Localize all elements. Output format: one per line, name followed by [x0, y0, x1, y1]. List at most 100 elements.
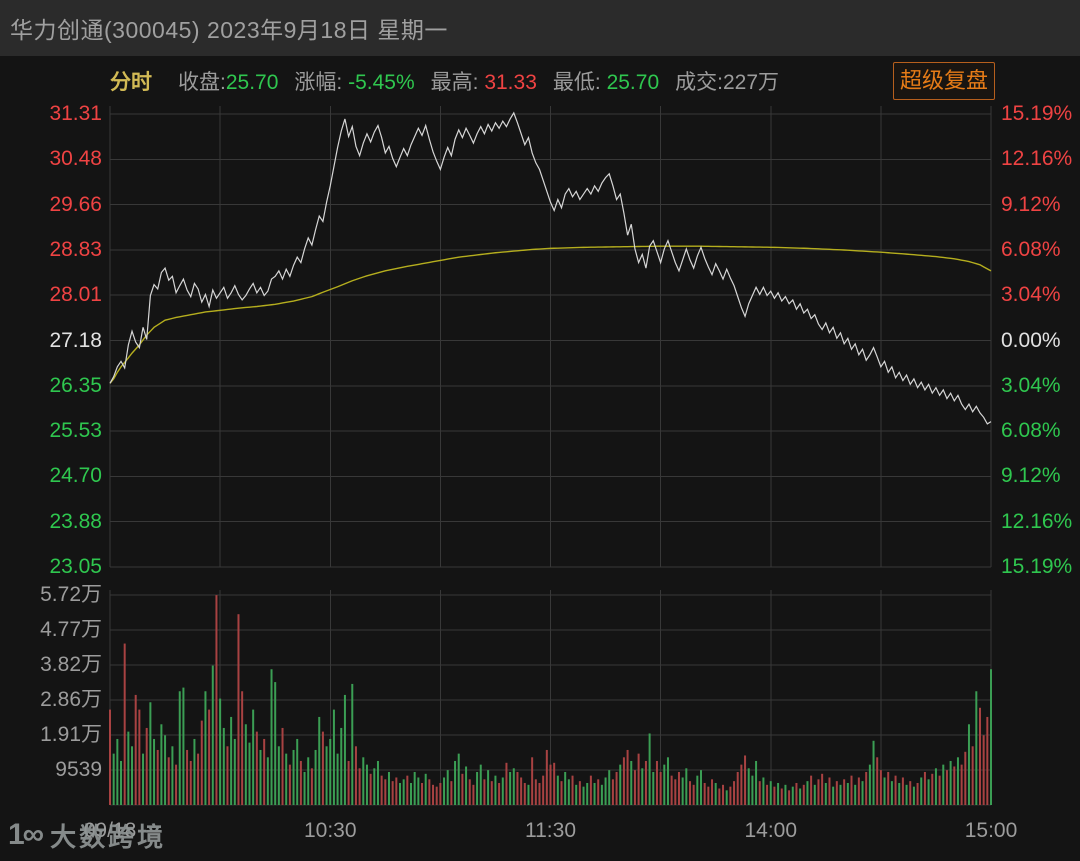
percent-axis-label: 6.08% [1001, 419, 1061, 443]
tab-minute-chart[interactable]: 分时 [110, 71, 152, 94]
volume-bar [655, 760, 658, 805]
volume-bar [215, 595, 218, 805]
volume-bar [718, 788, 721, 805]
volume-bar [986, 716, 989, 805]
volume-bar [461, 773, 464, 805]
volume-bar [582, 786, 585, 805]
volume-bar [365, 764, 368, 805]
volume-bar [901, 777, 904, 805]
time-axis-label: 11:30 [525, 819, 576, 842]
volume-bar [288, 764, 291, 805]
super-replay-button[interactable]: 超级复盘 [893, 62, 995, 100]
volume-bar [428, 779, 431, 805]
volume-bar [564, 771, 567, 805]
volume-bar [340, 727, 343, 805]
volume-bar [923, 771, 926, 805]
info-bar: 分时 收盘:25.70 涨幅: -5.45% 最高: 31.33 最低: 25.… [110, 66, 795, 96]
volume-bar [674, 779, 677, 805]
volume-bar [960, 764, 963, 805]
volume-axis-label: 2.86万 [40, 688, 102, 711]
title-bar: 华力创通(300045) 2023年9月18日 星期一 [0, 0, 1080, 56]
volume-bar [373, 768, 376, 805]
volume-bar [560, 781, 563, 805]
volume-bar [479, 764, 482, 805]
volume-bar [149, 702, 152, 805]
intraday-chart[interactable] [0, 56, 1080, 861]
volume-bar [850, 775, 853, 805]
volume-bar [527, 784, 530, 805]
volume-bar [883, 777, 886, 805]
volume-bar [259, 749, 262, 805]
volume-bar [387, 771, 390, 805]
volume-bar [465, 766, 468, 805]
volume-bar [688, 781, 691, 805]
close-stat: 收盘:25.70 [178, 71, 279, 94]
turnover-stat: 成交:227万 [675, 71, 780, 94]
percent-axis-label: 9.12% [1001, 192, 1061, 216]
watermark-logo-icon: 1∞ [8, 818, 44, 851]
volume-bar [182, 687, 185, 805]
volume-bar [230, 716, 233, 805]
volume-bar [402, 779, 405, 805]
volume-bar [589, 775, 592, 805]
volume-bar [134, 694, 137, 805]
time-axis-label: 14:00 [744, 819, 798, 842]
percent-axis-label: 15.19% [1001, 555, 1073, 578]
volume-bar [347, 760, 350, 805]
volume-bar [769, 781, 772, 805]
volume-bar [887, 771, 890, 805]
volume-bar [164, 735, 167, 805]
volume-bar [600, 784, 603, 805]
volume-bar [788, 790, 791, 805]
volume-bar [343, 694, 346, 805]
volume-bar [744, 755, 747, 805]
volume-bar [534, 779, 537, 805]
volume-bar [956, 757, 959, 805]
volume-bar [318, 716, 321, 805]
volume-bar [692, 784, 695, 805]
volume-bar [123, 643, 126, 805]
volume-bar [868, 764, 871, 805]
volume-bar [156, 749, 159, 805]
volume-bar [468, 779, 471, 805]
volume-bar [175, 764, 178, 805]
volume-bar [189, 760, 192, 805]
volume-bar [949, 760, 952, 805]
volume-bar [619, 764, 622, 805]
volume-bar [755, 760, 758, 805]
volume-bar [266, 757, 269, 805]
price-axis-label: 24.70 [49, 464, 102, 488]
volume-bar [681, 777, 684, 805]
volume-bar [700, 770, 703, 805]
volume-bar [890, 781, 893, 805]
volume-bar [454, 760, 457, 805]
volume-bar [545, 749, 548, 805]
volume-bar [542, 775, 545, 805]
volume-bar [439, 782, 442, 805]
volume-bar [762, 777, 765, 805]
volume-bar [824, 782, 827, 805]
volume-bar [942, 764, 945, 805]
volume-bar [329, 738, 332, 805]
volume-bar [512, 768, 515, 805]
percent-axis-label: 3.04% [1001, 283, 1061, 307]
volume-bar [747, 768, 750, 805]
volume-bar [443, 777, 446, 805]
volume-bar [186, 749, 189, 805]
chart-region: 分时 收盘:25.70 涨幅: -5.45% 最高: 31.33 最低: 25.… [0, 56, 1080, 861]
volume-bar [832, 786, 835, 805]
volume-bar [666, 757, 669, 805]
volume-bar [131, 746, 134, 805]
volume-bar [795, 782, 798, 805]
volume-bar [611, 779, 614, 805]
volume-bar [773, 786, 776, 805]
volume-bar [846, 782, 849, 805]
volume-bar [670, 775, 673, 805]
volume-bar [116, 738, 119, 805]
volume-bar [446, 770, 449, 805]
volume-bar [784, 784, 787, 805]
volume-bar [821, 773, 824, 805]
volume-bar [659, 771, 662, 805]
volume-bar [384, 779, 387, 805]
volume-axis-label: 1.91万 [40, 723, 102, 746]
